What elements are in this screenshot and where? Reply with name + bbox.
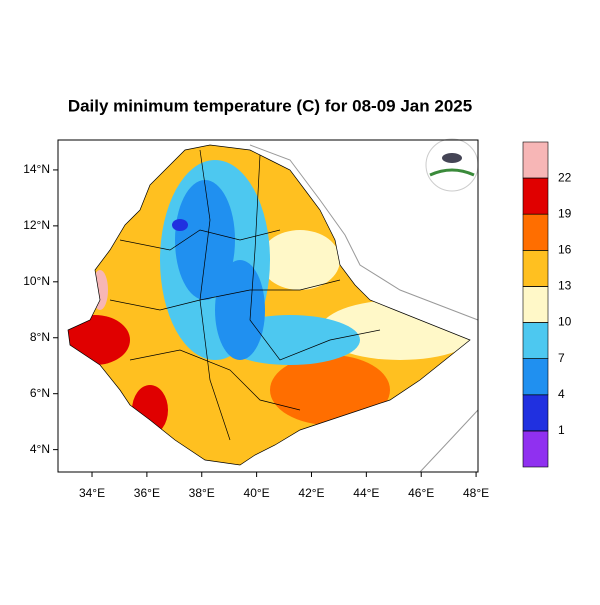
y-tick-label: 12°N	[23, 218, 50, 232]
logo	[425, 138, 479, 192]
colorbar-label: 22	[558, 170, 572, 184]
colorbar-label: 19	[558, 206, 572, 220]
colorbar-label: 4	[558, 387, 565, 401]
colorbar-label: 10	[558, 315, 572, 329]
x-tick-label: 34°E	[79, 486, 105, 500]
colorbar-box	[522, 250, 549, 287]
map-title: Daily minimum temperature (C) for 08-09 …	[68, 96, 472, 115]
y-tick-label: 8°N	[30, 330, 50, 344]
y-tick-label: 14°N	[23, 162, 50, 176]
x-tick-label: 48°E	[463, 486, 489, 500]
x-tick-label: 40°E	[244, 486, 270, 500]
colorbar-box	[522, 394, 549, 432]
x-tick-label: 36°E	[134, 486, 160, 500]
x-tick-label: 46°E	[408, 486, 434, 500]
colorbar-box	[522, 322, 549, 359]
temperature-field	[68, 145, 470, 465]
colorbar-label: 13	[558, 279, 572, 293]
x-tick-label: 44°E	[353, 486, 379, 500]
y-tick-label: 10°N	[23, 274, 50, 288]
y-tick-label: 6°N	[30, 386, 50, 400]
colorbar-box	[522, 358, 549, 396]
colorbar-box	[522, 177, 549, 215]
colorbar-box	[522, 430, 549, 468]
colorbar-box	[522, 141, 549, 179]
y-tick-label: 4°N	[30, 442, 50, 456]
colorbar-box	[522, 286, 549, 323]
x-tick-label: 38°E	[189, 486, 215, 500]
coastlines	[249, 144, 479, 473]
colorbar-label: 7	[558, 351, 565, 365]
map-frame	[57, 139, 479, 473]
colorbar-box	[522, 213, 549, 251]
colorbar-label: 16	[558, 243, 572, 257]
x-tick-label: 42°E	[298, 486, 324, 500]
region-borders	[67, 144, 471, 466]
colorbar-label: 1	[558, 423, 565, 437]
